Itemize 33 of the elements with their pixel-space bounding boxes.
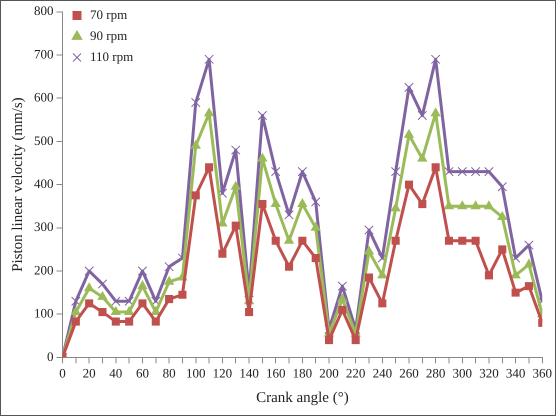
y-tick-label: 500 (34, 132, 54, 148)
x-tick-label: 320 (479, 366, 499, 381)
x-tick-label: 280 (426, 366, 446, 381)
y-tick-label: 800 (34, 3, 54, 18)
legend-label: 70 rpm (90, 6, 128, 22)
x-tick-label: 340 (506, 366, 526, 381)
x-tick-label: 180 (292, 366, 312, 381)
y-tick-label: 0 (47, 348, 54, 364)
x-tick-label: 240 (372, 366, 392, 381)
x-tick-label: 0 (59, 366, 66, 381)
x-tick-label: 200 (319, 366, 339, 381)
x-tick-label: 300 (452, 366, 472, 381)
x-tick-label: 120 (212, 366, 232, 381)
legend-label: 90 rpm (90, 28, 128, 43)
x-tick-label: 220 (346, 366, 366, 381)
legend-label: 110 rpm (90, 48, 134, 64)
x-tick-label: 20 (82, 366, 96, 381)
x-axis-title: Crank angle (°) (256, 390, 349, 406)
y-tick-label: 400 (34, 176, 54, 192)
x-tick-label: 360 (532, 366, 552, 381)
y-tick-label: 300 (34, 219, 54, 234)
y-axis-title: Piston linear velocity (mm/s) (10, 97, 26, 272)
x-tick-label: 100 (186, 366, 206, 381)
y-tick-label: 600 (34, 90, 54, 105)
x-tick-label: 140 (239, 366, 259, 381)
x-tick-label: 40 (109, 366, 122, 381)
x-tick-label: 60 (136, 366, 149, 381)
x-tick-label: 260 (399, 366, 419, 381)
y-tick-label: 700 (34, 46, 54, 62)
x-tick-label: 160 (266, 366, 286, 381)
y-tick-label: 100 (34, 306, 54, 321)
x-tick-label: 80 (162, 366, 176, 381)
y-tick-label: 200 (34, 262, 54, 278)
